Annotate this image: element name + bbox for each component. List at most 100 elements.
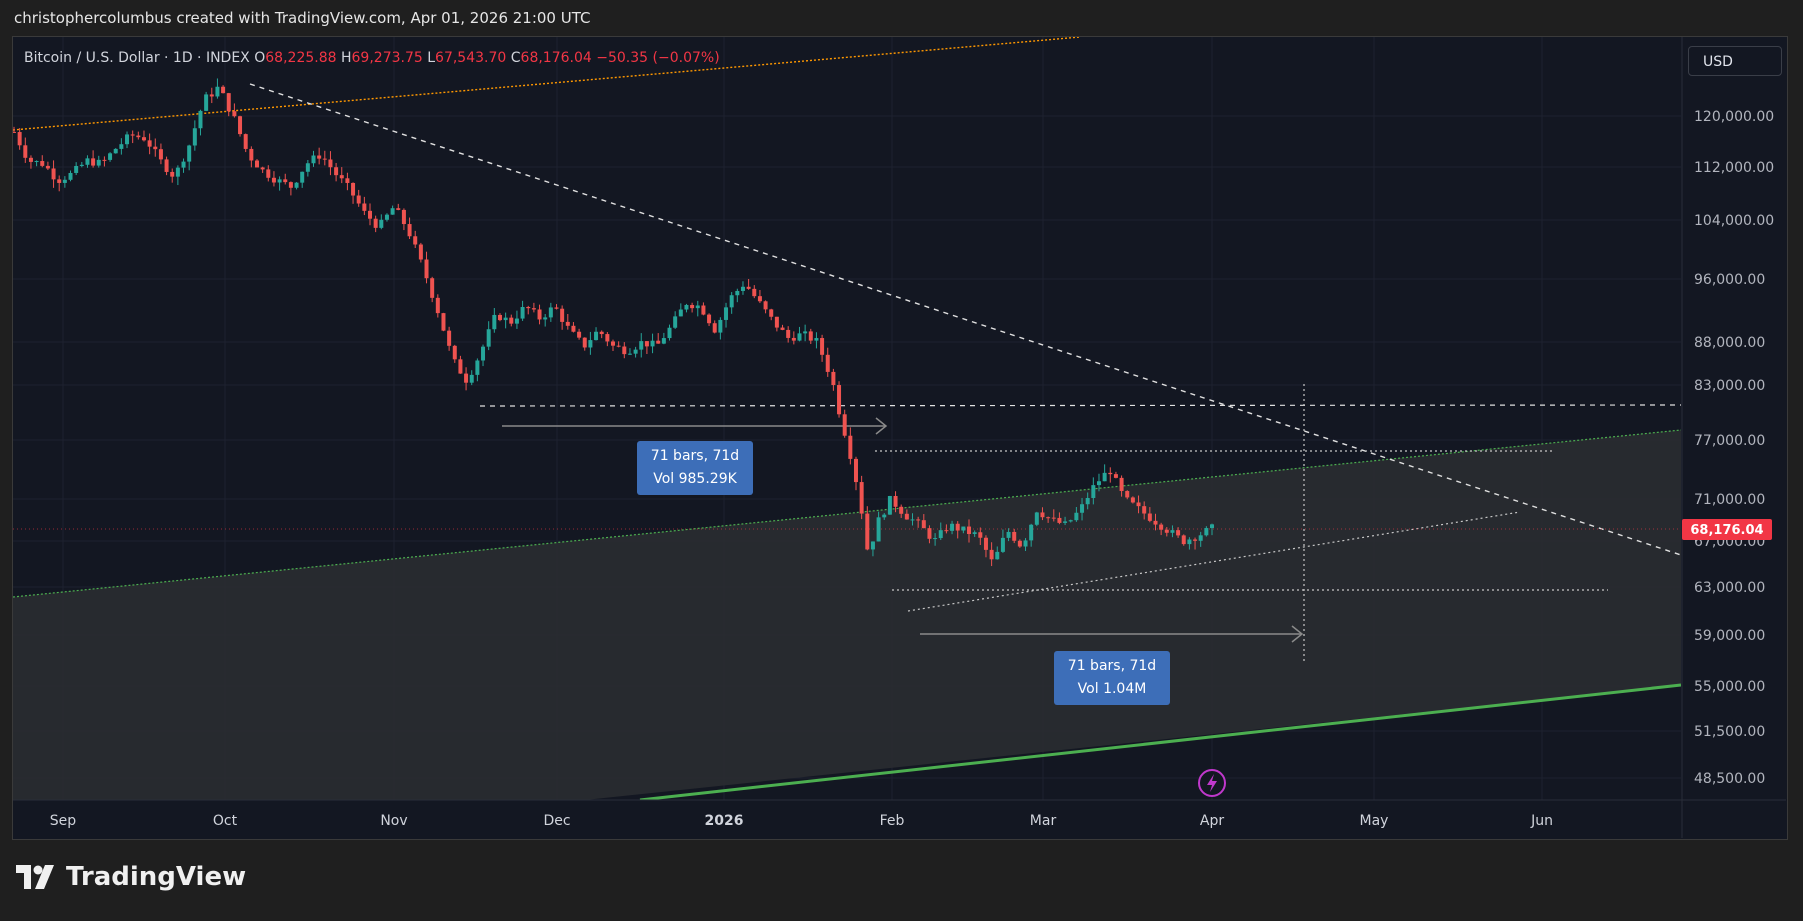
brand-name: TradingView <box>66 862 247 892</box>
candle-body <box>554 307 559 309</box>
price-tick-label: 51,500.00 <box>1694 724 1765 740</box>
candle-body <box>797 333 802 341</box>
candle-body <box>667 327 672 339</box>
descending-trendline[interactable] <box>249 83 1681 556</box>
candle-body <box>356 195 361 204</box>
candle-body <box>221 86 226 94</box>
candle-body <box>1130 497 1135 503</box>
candle-body <box>481 346 486 361</box>
candle-body <box>390 208 395 215</box>
candle-body <box>831 371 836 386</box>
green-trendline-lower[interactable] <box>639 683 1681 800</box>
candle-body <box>577 331 582 338</box>
candle-body <box>1046 517 1051 519</box>
candle-body <box>1125 491 1130 498</box>
candle-body <box>317 155 322 159</box>
candle-body <box>548 307 553 318</box>
candle-body <box>441 313 446 331</box>
candle-body <box>910 519 915 521</box>
tradingview-logo[interactable]: TradingView <box>16 862 246 892</box>
candle-body <box>565 321 570 326</box>
candle-body <box>1181 535 1186 545</box>
candle-body <box>430 278 435 298</box>
candle-body <box>678 309 683 317</box>
candle-body <box>283 179 288 183</box>
candle-body <box>57 179 62 183</box>
high-value: 69,273.75 <box>351 50 423 66</box>
candle-body <box>972 532 977 535</box>
candle-body <box>944 530 949 532</box>
candle-body <box>125 134 130 145</box>
measurement-label-1[interactable]: 71 bars, 71d Vol 985.29K <box>637 441 753 495</box>
currency-button[interactable]: USD <box>1688 46 1782 76</box>
candle-body <box>13 131 16 133</box>
measure-arrow-2[interactable] <box>920 625 1304 643</box>
price-tick-label: 59,000.00 <box>1694 628 1765 644</box>
candle-body <box>650 340 655 347</box>
attribution-text: christophercolumbus created with Trading… <box>14 9 591 27</box>
measurement-vol: Vol 1.04M <box>1077 681 1147 697</box>
price-tick-label: 96,000.00 <box>1694 272 1765 288</box>
candle-body <box>950 523 955 531</box>
candle-body <box>464 373 469 383</box>
measurement-label-2[interactable]: 71 bars, 71d Vol 1.04M <box>1054 651 1170 705</box>
candle-body <box>334 167 339 176</box>
candle-body <box>28 157 33 162</box>
candle-body <box>170 171 175 177</box>
time-tick-label: Dec <box>543 813 570 829</box>
candle-body <box>79 164 84 166</box>
candle-body <box>226 93 231 112</box>
candle-body <box>108 153 113 160</box>
candle-body <box>1000 537 1005 552</box>
time-tick-label: Feb <box>880 813 905 829</box>
orange-trendline[interactable] <box>13 37 1081 131</box>
candle-body <box>1204 528 1209 536</box>
candle-body <box>791 337 796 341</box>
candle-body <box>328 159 333 168</box>
time-tick-label: Mar <box>1030 813 1057 829</box>
measurement-vol: Vol 985.29K <box>653 471 737 487</box>
candle-body <box>622 346 627 355</box>
candle-body <box>17 132 22 146</box>
candle-body <box>740 286 745 291</box>
green-trendline-upper[interactable] <box>13 429 1681 598</box>
candle-body <box>85 158 90 165</box>
open-label: O <box>254 50 266 66</box>
candle-body <box>1057 517 1062 523</box>
candle-body <box>181 161 186 168</box>
candle-body <box>718 319 723 333</box>
candle-body <box>23 145 28 158</box>
price-axis[interactable]: 120,000.00 112,000.00 104,000.00 96,000.00 8… <box>1694 109 1774 787</box>
price-tick-label: 55,000.00 <box>1694 679 1765 695</box>
measure-arrow-1[interactable] <box>502 417 888 435</box>
candle-body <box>277 179 282 183</box>
candle-body <box>192 128 197 146</box>
candle-body <box>102 159 107 161</box>
price-tick-label: 112,000.00 <box>1694 160 1774 176</box>
price-tick-label: 104,000.00 <box>1694 213 1774 229</box>
time-tick-label: Jun <box>1530 813 1553 829</box>
candle-body <box>520 307 525 319</box>
candle-body <box>130 134 135 136</box>
candle-body <box>848 435 853 459</box>
candle-body <box>814 338 819 341</box>
candle-body <box>40 161 45 166</box>
close-label: C <box>510 50 521 66</box>
lightning-icon[interactable] <box>1198 769 1226 797</box>
support-dashed-line[interactable] <box>479 404 1681 407</box>
candle-body <box>938 530 943 539</box>
time-axis[interactable]: Sep Oct Nov Dec 2026 Feb Mar Apr May Jun <box>50 813 1553 829</box>
candle-body <box>644 341 649 347</box>
candle-body <box>243 134 248 149</box>
candle-body <box>1040 512 1045 518</box>
candle-body <box>1102 472 1107 482</box>
low-value: 67,543.70 <box>435 50 507 66</box>
candle-body <box>187 145 192 162</box>
candle-body <box>820 338 825 355</box>
candle-body <box>401 209 406 225</box>
candle-body <box>271 177 276 183</box>
candle-body <box>351 182 356 196</box>
time-tick-label: Nov <box>380 813 407 829</box>
candle-body <box>475 360 480 375</box>
